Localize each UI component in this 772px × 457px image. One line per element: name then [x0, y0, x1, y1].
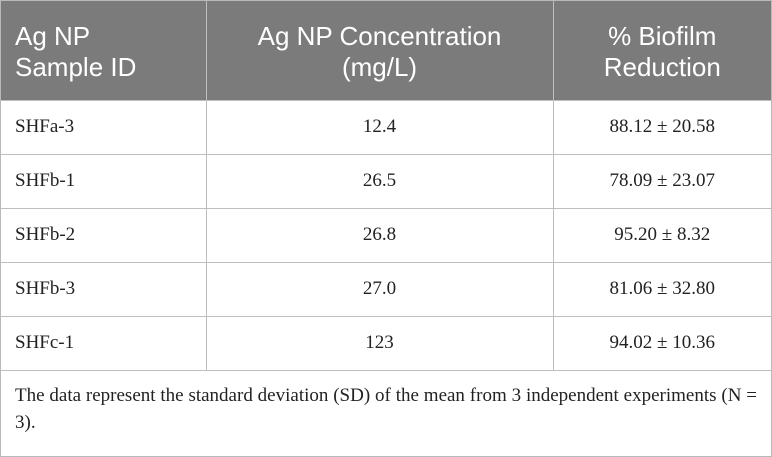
cell-sample-id: SHFa-3: [1, 99, 207, 154]
biofilm-reduction-table: Ag NP Sample ID Ag NP Concentration (mg/…: [1, 1, 771, 448]
table-row: SHFa-3 12.4 88.12 ± 20.58: [1, 99, 771, 154]
table-row: SHFb-2 26.8 95.20 ± 8.32: [1, 207, 771, 262]
header-biofilm-reduction-line2: Reduction: [603, 52, 721, 83]
header-biofilm-reduction: % Biofilm Reduction: [553, 1, 771, 100]
table-footer: The data represent the standard deviatio…: [1, 369, 771, 448]
cell-biofilm-reduction: 78.09 ± 23.07: [553, 153, 771, 208]
cell-concentration: 12.4: [206, 99, 554, 154]
header-sample-id: Ag NP Sample ID: [1, 1, 207, 100]
cell-biofilm-reduction: 88.12 ± 20.58: [553, 99, 771, 154]
cell-concentration: 26.8: [206, 207, 554, 262]
cell-concentration: 27.0: [206, 261, 554, 316]
table-footnote: The data represent the standard deviatio…: [1, 369, 771, 448]
cell-biofilm-reduction: 95.20 ± 8.32: [553, 207, 771, 262]
header-concentration: Ag NP Concentration (mg/L): [206, 1, 554, 100]
table-row: SHFb-1 26.5 78.09 ± 23.07: [1, 153, 771, 208]
header-concentration-line1: Ag NP Concentration: [257, 21, 502, 52]
cell-concentration: 123: [206, 315, 554, 370]
cell-concentration: 26.5: [206, 153, 554, 208]
cell-sample-id: SHFc-1: [1, 315, 207, 370]
header-sample-id-line1: Ag NP: [15, 21, 91, 52]
cell-biofilm-reduction: 81.06 ± 32.80: [553, 261, 771, 316]
table-row: SHFb-3 27.0 81.06 ± 32.80: [1, 261, 771, 316]
table-row: SHFc-1 123 94.02 ± 10.36: [1, 315, 771, 370]
cell-sample-id: SHFb-3: [1, 261, 207, 316]
cell-sample-id: SHFb-1: [1, 153, 207, 208]
header-sample-id-line2: Sample ID: [15, 52, 137, 83]
table-header: Ag NP Sample ID Ag NP Concentration (mg/…: [1, 1, 771, 100]
header-row: Ag NP Sample ID Ag NP Concentration (mg/…: [1, 1, 771, 100]
cell-sample-id: SHFb-2: [1, 207, 207, 262]
table-body: SHFa-3 12.4 88.12 ± 20.58 SHFb-1 26.5 78…: [1, 99, 771, 370]
header-biofilm-reduction-line1: % Biofilm: [608, 21, 717, 52]
header-concentration-line2: (mg/L): [341, 52, 418, 83]
cell-biofilm-reduction: 94.02 ± 10.36: [553, 315, 771, 370]
footnote-row: The data represent the standard deviatio…: [1, 369, 771, 448]
